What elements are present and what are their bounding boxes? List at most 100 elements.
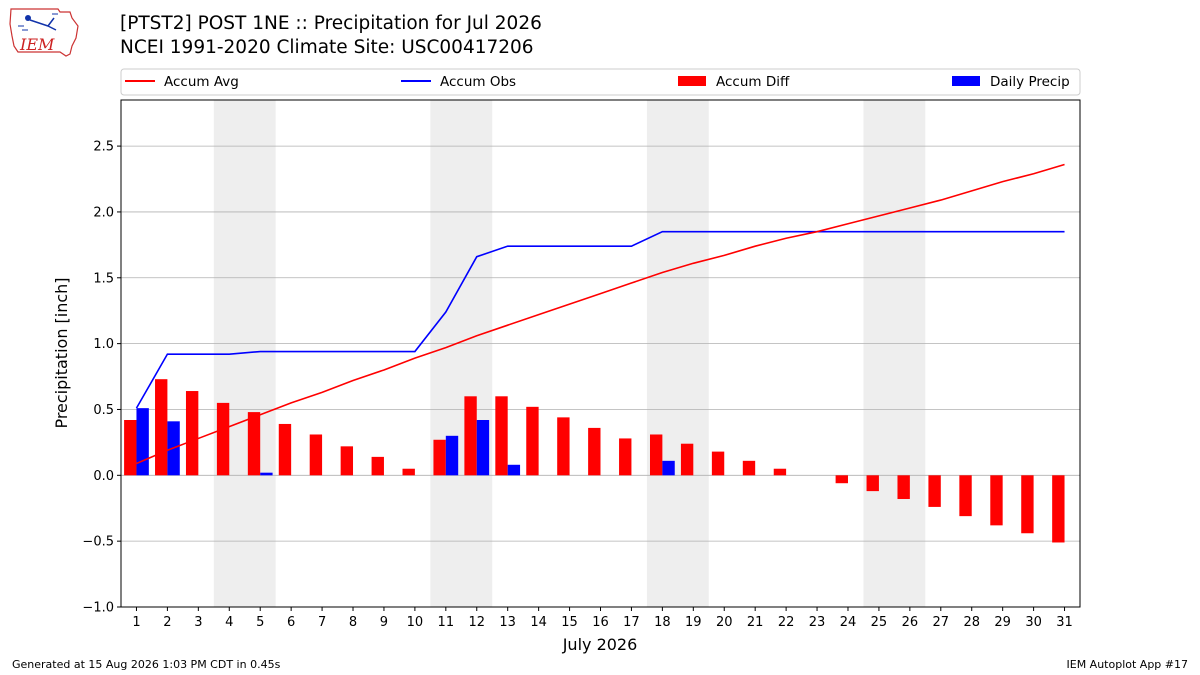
x-tick-label: 31 (1056, 615, 1073, 630)
chart-subtitle: NCEI 1991-2020 Climate Site: USC00417206 (120, 37, 534, 58)
legend-box (120, 68, 1081, 96)
bar-accum-diff-day-12 (464, 396, 477, 476)
legend-label-daily-precip: Daily Precip (990, 74, 1070, 90)
legend-swatch-daily-precip (952, 76, 980, 86)
bars (124, 379, 1065, 543)
bar-daily-precip-day-5 (260, 472, 273, 476)
bar-daily-precip-day-13 (507, 464, 521, 476)
x-tick-label: 12 (468, 615, 485, 630)
weekend-band-2 (430, 100, 493, 607)
bar-accum-diff-day-17 (619, 438, 632, 476)
x-tick-label: 1 (132, 615, 140, 630)
x-tick-label: 14 (530, 615, 547, 630)
x-tick-label: 4 (225, 615, 233, 630)
weekend-shading (213, 100, 926, 607)
x-tick-label: 17 (623, 615, 640, 630)
x-tick-label: 3 (194, 615, 202, 630)
bar-accum-diff-day-26 (897, 475, 910, 500)
series-lines (135, 163, 1065, 465)
x-tick-label: 29 (994, 615, 1011, 630)
x-tick-label: 6 (287, 615, 295, 630)
line-accum-obs (135, 230, 1065, 409)
x-axis-label: July 2026 (562, 635, 638, 654)
bar-accum-diff-day-20 (711, 451, 725, 476)
bar-accum-diff-day-7 (309, 434, 323, 476)
y-tick-label: 0.0 (93, 469, 114, 484)
y-tick-label: 2.5 (93, 140, 114, 155)
bar-accum-diff-day-14 (526, 406, 539, 476)
grid-lines (121, 145, 1080, 608)
bar-accum-diff-day-2 (155, 379, 168, 476)
bar-accum-diff-day-15 (557, 417, 570, 476)
bar-accum-diff-day-18 (649, 434, 663, 476)
x-tick-label: 13 (499, 615, 516, 630)
x-tick-label: 19 (685, 615, 702, 630)
bar-daily-precip-day-18 (662, 460, 675, 476)
bar-accum-diff-day-24 (835, 475, 848, 484)
y-tick-label: 1.5 (93, 271, 114, 286)
x-tick-label: 8 (349, 615, 357, 630)
x-axis-ticks: 1 2 3 4 5 6 7 8 9 10 11 12 13 14 15 16 17 18 19 20 21 22 23 24 2… (132, 607, 1073, 630)
iem-logo: IEM (9, 8, 79, 57)
x-tick-label: 10 (407, 615, 424, 630)
bar-accum-diff-day-22 (773, 468, 787, 476)
x-tick-label: 24 (840, 615, 857, 630)
y-tick-label: 0.5 (93, 403, 114, 418)
x-tick-label: 15 (561, 615, 578, 630)
bar-accum-diff-day-19 (680, 443, 694, 476)
legend-label-accum-obs: Accum Obs (440, 74, 516, 90)
bar-accum-diff-day-16 (588, 427, 601, 476)
x-tick-label: 25 (871, 615, 888, 630)
bar-daily-precip-day-11 (445, 435, 459, 476)
bar-accum-diff-day-8 (340, 446, 354, 476)
weekend-band-3 (646, 100, 709, 607)
x-tick-label: 5 (256, 615, 264, 630)
legend-swatch-accum-diff (678, 76, 706, 86)
bar-accum-diff-day-9 (371, 456, 384, 476)
logo-text: IEM (19, 35, 55, 54)
x-tick-label: 21 (747, 615, 764, 630)
footer-app: IEM Autoplot App #17 (1066, 658, 1189, 671)
bar-accum-diff-day-25 (866, 475, 879, 492)
bar-accum-diff-day-10 (402, 468, 415, 476)
bar-accum-diff-day-28 (959, 475, 972, 517)
legend-label-accum-diff: Accum Diff (716, 74, 790, 90)
bar-accum-diff-day-11 (433, 439, 446, 476)
bar-accum-diff-day-13 (495, 396, 508, 476)
chart-title: [PTST2] POST 1NE :: Precipitation for Ju… (120, 13, 542, 34)
bar-accum-diff-day-27 (928, 475, 941, 507)
legend-label-accum-avg: Accum Avg (164, 74, 239, 90)
x-tick-label: 26 (902, 615, 919, 630)
bar-accum-diff-day-3 (185, 391, 199, 476)
bar-daily-precip-day-1 (136, 408, 149, 476)
bar-daily-precip-day-12 (476, 420, 490, 476)
x-tick-label: 9 (380, 615, 388, 630)
bar-accum-diff-day-31 (1052, 475, 1065, 543)
x-tick-label: 28 (963, 615, 980, 630)
y-axis-label: Precipitation [inch] (52, 277, 71, 428)
bar-accum-diff-day-4 (216, 402, 230, 476)
legend: Accum Avg Accum Obs Accum Diff Daily Pre… (120, 68, 1081, 96)
x-tick-label: 27 (933, 615, 950, 630)
footer-generated: Generated at 15 Aug 2026 1:03 PM CDT in … (12, 658, 281, 671)
y-tick-label: −1.0 (82, 601, 114, 616)
y-axis-ticks: −1.0 −0.5 0.0 0.5 1.0 1.5 2.0 2.5 (82, 140, 121, 616)
x-tick-label: 23 (809, 615, 826, 630)
x-tick-label: 7 (318, 615, 326, 630)
bar-accum-diff-day-5 (247, 412, 261, 476)
x-tick-label: 18 (654, 615, 671, 630)
weekend-band-4 (863, 100, 926, 607)
x-tick-label: 20 (716, 615, 733, 630)
bar-accum-diff-day-6 (278, 423, 292, 476)
bar-accum-diff-day-1 (124, 420, 137, 476)
x-tick-label: 2 (163, 615, 171, 630)
x-tick-label: 30 (1025, 615, 1042, 630)
bar-accum-diff-day-29 (990, 475, 1003, 526)
y-tick-label: 2.0 (93, 205, 114, 220)
y-tick-label: 1.0 (93, 337, 114, 352)
x-tick-label: 22 (778, 615, 795, 630)
x-tick-label: 16 (592, 615, 609, 630)
line-accum-avg (136, 163, 1065, 465)
y-tick-label: −0.5 (82, 535, 114, 550)
